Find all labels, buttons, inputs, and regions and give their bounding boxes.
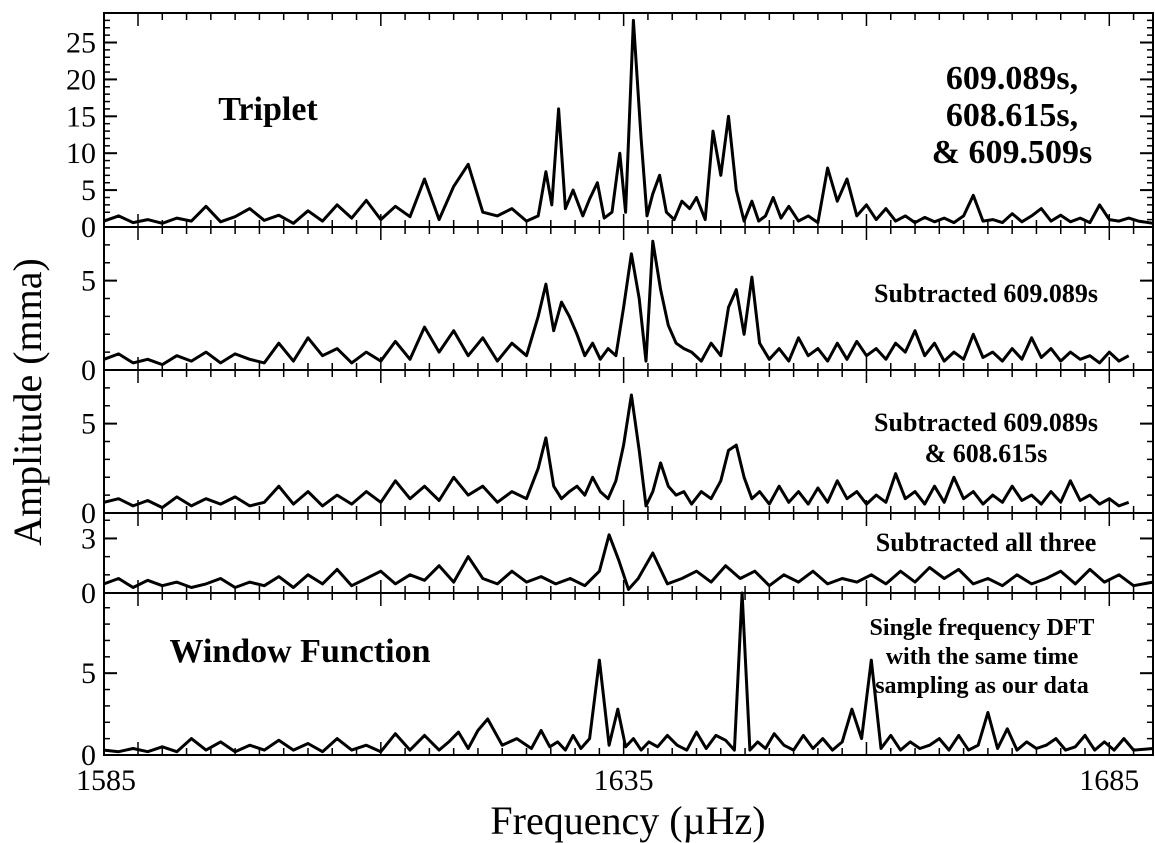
y-tick-label: 5: [81, 265, 96, 298]
panel-window: 0 5 Window Function Single frequency DFT wit…: [81, 591, 1154, 772]
panel-annotation: Subtracted 609.089s: [874, 408, 1098, 437]
x-tick-labels: 1585 1635 1685: [76, 764, 1139, 797]
panel-annotation: & 609.509s: [932, 134, 1093, 171]
panel-annotation: Single frequency DFT: [870, 615, 1095, 641]
y-tick-label: 10: [66, 137, 96, 170]
panel-annotation: Subtracted 609.089s: [874, 279, 1098, 308]
series-line-sub1: [103, 239, 1130, 367]
y-tick-label: 0: [81, 354, 96, 387]
panel-annotation: 608.615s,: [946, 97, 1078, 134]
series-line-sub3: [103, 533, 1154, 591]
series-line-sub2: [103, 393, 1130, 510]
y-tick-label: 0: [81, 211, 96, 244]
x-tick-label: 1585: [76, 764, 136, 797]
x-axis-title: Frequency (µHz): [490, 798, 765, 843]
y-tick-label: 3: [81, 522, 96, 555]
x-tick-label: 1635: [594, 764, 654, 797]
panel-annotation: with the same time: [886, 644, 1079, 670]
y-tick-label: 15: [66, 100, 96, 133]
y-tick-label: 25: [66, 27, 96, 60]
y-tick-label: 5: [81, 657, 96, 690]
y-tick-label: 0: [81, 497, 96, 530]
x-tick-label: 1685: [1079, 764, 1139, 797]
y-axis-title: Amplitude (mma): [5, 258, 50, 546]
panel-annotation: Subtracted all three: [876, 528, 1097, 557]
panel-annotation: sampling as our data: [875, 673, 1089, 699]
panel-annotation: Triplet: [218, 91, 318, 128]
panel-annotation: Window Function: [169, 633, 430, 670]
series-line-triplet: [103, 18, 1154, 225]
y-tick-label: 20: [66, 63, 96, 96]
panel-sub3: 0 3 Subtracted all three: [81, 512, 1154, 610]
y-tick-label: 5: [81, 174, 96, 207]
panel-annotation: & 608.615s: [925, 439, 1048, 468]
y-tick-label: 0: [81, 739, 96, 772]
y-tick-label: 0: [81, 577, 96, 610]
panel-sub1: 0 5 Subtracted 609.089s: [81, 226, 1154, 387]
y-tick-label: 5: [81, 408, 96, 441]
series-line-window: [103, 591, 1154, 754]
panel-annotation: 609.089s,: [946, 60, 1078, 97]
panel-sub2: 0 5 Subtracted 609.089s& 608.615s: [81, 369, 1154, 530]
